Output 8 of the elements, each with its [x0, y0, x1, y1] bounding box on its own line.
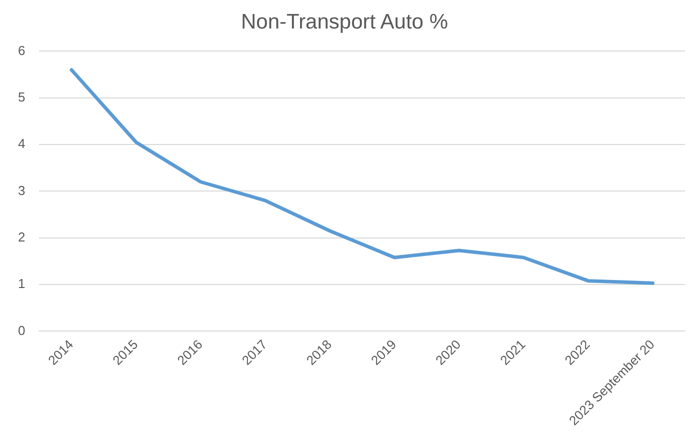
y-tick-label: 1 — [18, 276, 26, 292]
y-tick-label: 2 — [18, 229, 26, 244]
y-tick-label: 5 — [18, 89, 26, 104]
y-tick-label: 4 — [18, 136, 26, 152]
y-tick-label: 6 — [18, 42, 26, 58]
chart-title: Non-Transport Auto % — [241, 10, 448, 34]
y-tick-label: 0 — [18, 322, 26, 338]
y-tick-label: 3 — [18, 182, 26, 198]
